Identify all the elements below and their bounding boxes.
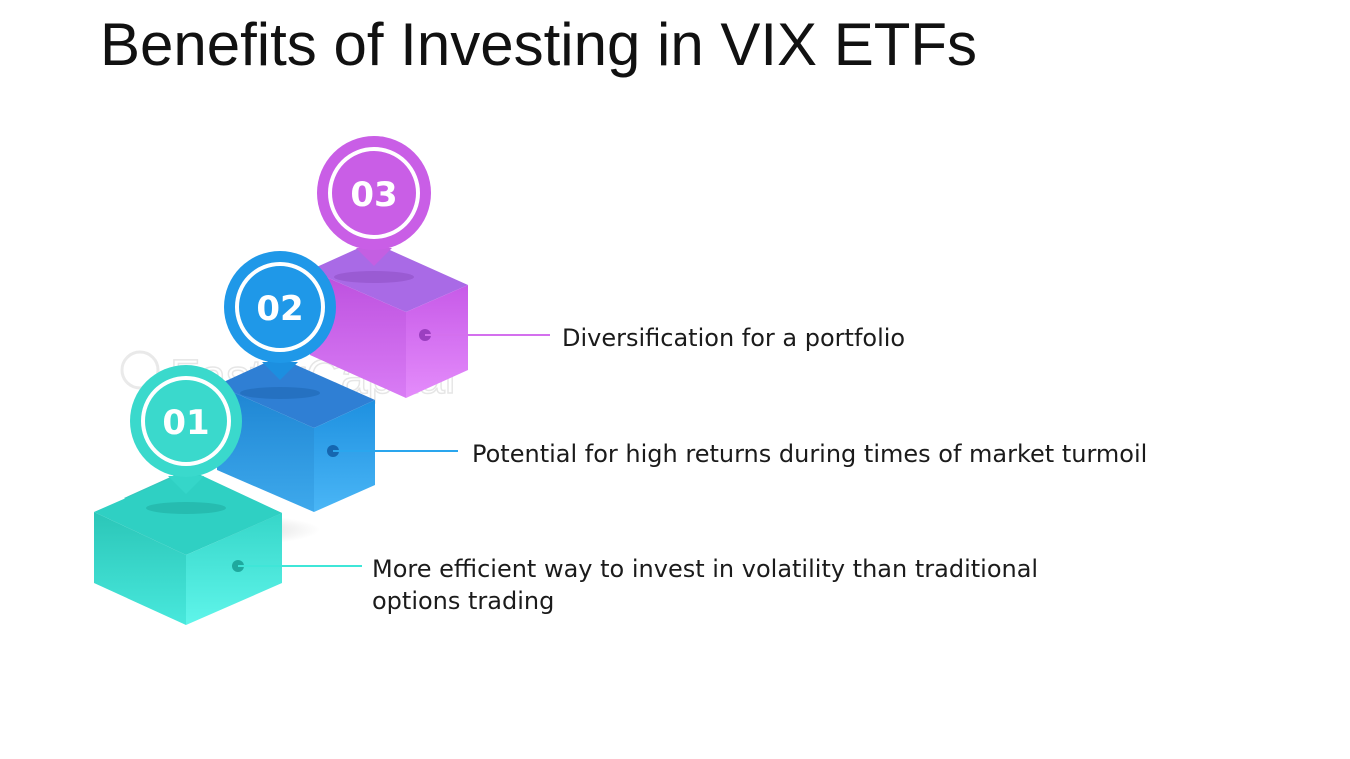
step-01-left xyxy=(94,512,186,625)
step-02: 02 xyxy=(217,251,375,512)
connector-03 xyxy=(419,329,550,341)
step-02-right xyxy=(314,400,375,512)
step-01-text-line-1: More efficient way to invest in volatili… xyxy=(372,555,1039,583)
step-03-number: 03 xyxy=(350,175,397,215)
step-02-number: 02 xyxy=(256,289,303,329)
step-01-pin xyxy=(130,365,242,477)
step-03-top xyxy=(310,242,468,312)
step-01-number: 01 xyxy=(162,403,209,443)
step-03-text: Diversification for a portfolio xyxy=(562,322,905,354)
step-02-top xyxy=(217,357,375,428)
step-02-text: Potential for high returns during times … xyxy=(472,438,1147,470)
slide-title: Benefits of Investing in VIX ETFs xyxy=(100,11,978,78)
step-03: 03 xyxy=(310,136,468,398)
connector-02 xyxy=(327,445,458,457)
connector-01 xyxy=(232,560,362,572)
step-03-text-line: Diversification for a portfolio xyxy=(562,324,906,352)
step-02-text-line: Potential for high returns during times … xyxy=(472,440,1148,468)
step-01: 01 xyxy=(94,365,320,625)
step-03-pin xyxy=(317,136,431,250)
step-01-text: More efficient way to invest in volatili… xyxy=(372,553,1038,617)
step-02-pin xyxy=(224,251,336,363)
step-03-right xyxy=(406,285,468,398)
step-01-text-line-2: options trading xyxy=(372,587,555,615)
gear-icon xyxy=(120,350,160,390)
